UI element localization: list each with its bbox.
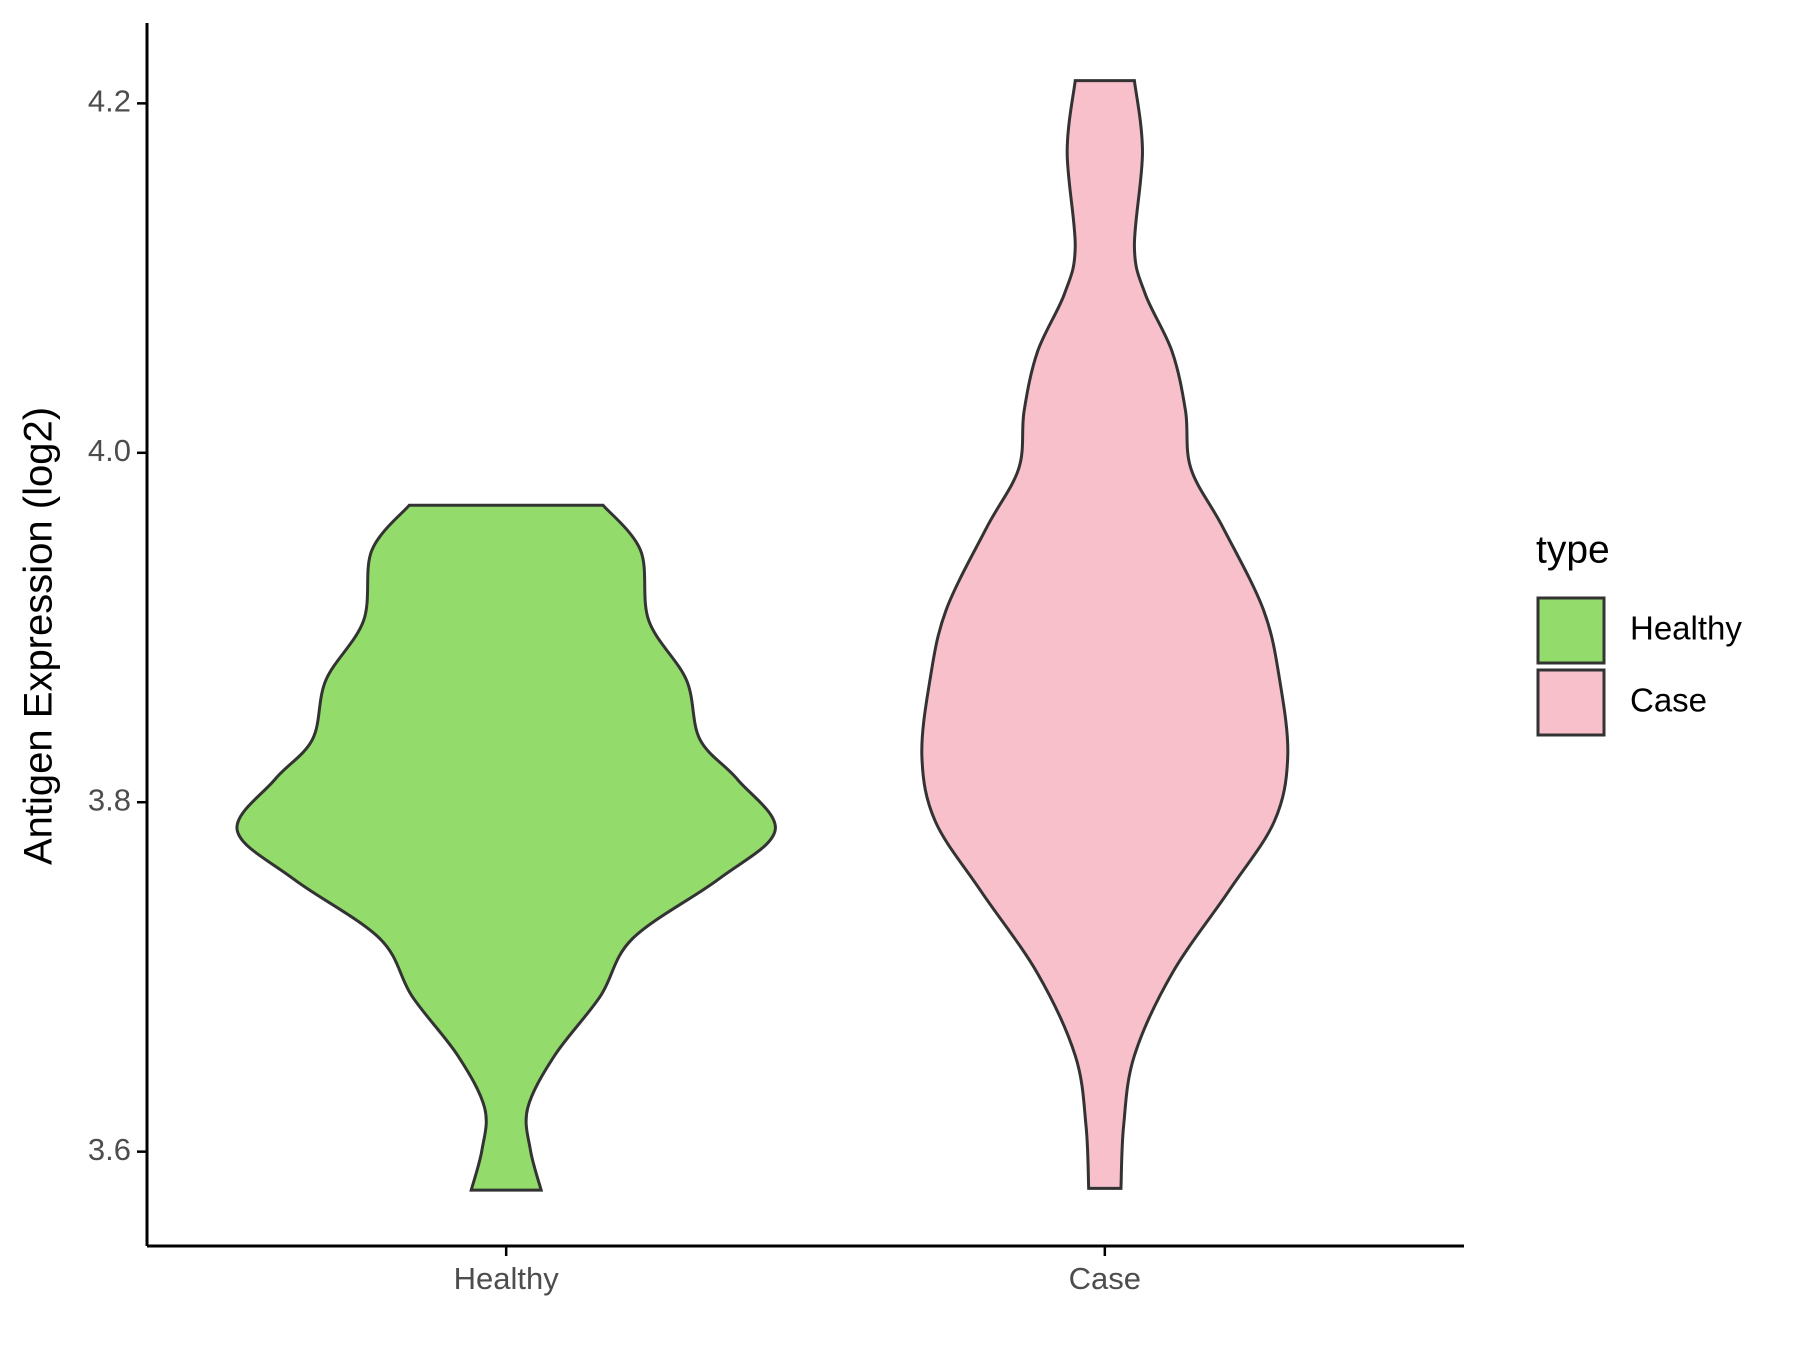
y-axis-title: Antigen Expression (log2) <box>17 407 61 865</box>
legend-label: Case <box>1630 682 1707 719</box>
legend-title: type <box>1536 528 1610 571</box>
violin <box>920 79 1290 1190</box>
y-tick-label: 4.2 <box>88 84 131 119</box>
y-tick-label: 3.6 <box>88 1132 131 1167</box>
x-tick-label: Case <box>1069 1261 1141 1296</box>
legend-label: Healthy <box>1630 610 1742 647</box>
y-tick-label: 4.0 <box>88 433 131 468</box>
legend-key <box>1536 596 1606 665</box>
legend-key <box>1536 668 1606 737</box>
y-tick-label: 3.8 <box>88 782 131 817</box>
violin <box>235 503 777 1192</box>
x-tick-label: Healthy <box>454 1261 560 1296</box>
